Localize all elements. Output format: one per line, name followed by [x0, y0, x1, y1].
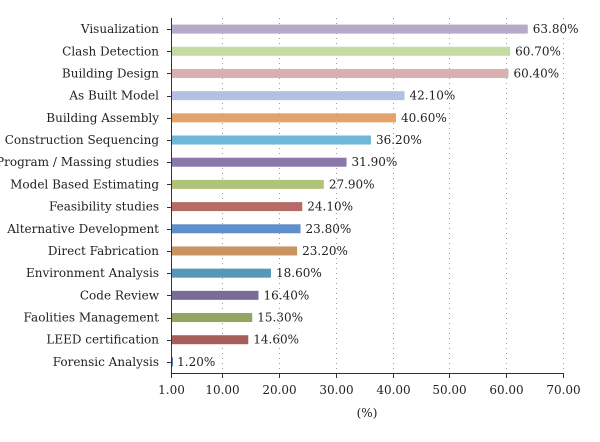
value-label: 23.80% — [306, 222, 352, 236]
category-label: Forensic Analysis — [53, 355, 159, 369]
category-label: Direct Fabrication — [48, 244, 159, 258]
value-label: 23.20% — [302, 244, 348, 258]
bar — [172, 157, 347, 167]
bar — [172, 268, 271, 278]
x-tick-label: 70.00 — [546, 383, 580, 397]
labels: Visualization 63.80% Clash Detection 60.70%… — [0, 22, 581, 397]
bar — [172, 335, 249, 345]
x-tick-label: 30.00 — [319, 383, 353, 397]
value-label: 40.60% — [401, 111, 447, 125]
bar — [172, 202, 303, 212]
x-tick-label: 50.00 — [432, 383, 466, 397]
value-label: 24.10% — [307, 200, 353, 214]
x-axis-title: (%) — [357, 406, 378, 420]
category-label: Alternative Development — [6, 222, 159, 236]
category-label: LEED certification — [46, 333, 159, 347]
bar — [172, 46, 511, 56]
x-tick-label: 10.00 — [205, 383, 239, 397]
bar — [172, 313, 253, 323]
bar — [172, 24, 528, 34]
bar — [172, 179, 324, 189]
bar — [172, 290, 259, 300]
value-label: 63.80% — [533, 22, 579, 36]
category-label: Building Assembly — [46, 111, 159, 125]
category-label: As Built Model — [68, 89, 159, 103]
value-label: 60.40% — [513, 66, 559, 80]
value-label: 15.30% — [257, 311, 303, 325]
axes — [167, 18, 564, 378]
category-label: Model Based Estimating — [10, 177, 159, 191]
value-label: 60.70% — [515, 44, 561, 58]
bar — [172, 224, 301, 234]
category-label: Environment Analysis — [26, 266, 159, 280]
category-label: Clash Detection — [62, 44, 159, 58]
value-label: 18.60% — [276, 266, 322, 280]
x-tick-label: 20.00 — [262, 383, 296, 397]
x-tick-label: 60.00 — [489, 383, 523, 397]
bar — [172, 91, 405, 101]
value-label: 42.10% — [409, 89, 455, 103]
value-label: 1.20% — [177, 355, 215, 369]
bar — [172, 135, 371, 145]
category-label: Building Design — [62, 66, 159, 80]
category-label: Code Review — [80, 288, 160, 302]
value-label: 31.90% — [352, 155, 398, 169]
value-label: 36.20% — [376, 133, 422, 147]
x-tick-label: 40.00 — [376, 383, 410, 397]
bar — [172, 68, 509, 78]
value-label: 27.90% — [329, 177, 375, 191]
bar — [172, 113, 396, 123]
category-label: Feasibility studies — [49, 200, 159, 214]
category-label: Visualization — [80, 22, 159, 36]
category-label: Faolities Management — [24, 311, 160, 325]
bar — [172, 246, 298, 256]
category-label: Program / Massing studies — [0, 155, 159, 169]
category-label: Construction Sequencing — [5, 133, 160, 147]
bar — [172, 357, 173, 367]
x-tick-label: 1.00 — [158, 383, 185, 397]
value-label: 14.60% — [253, 333, 299, 347]
value-label: 16.40% — [263, 288, 309, 302]
bars — [172, 24, 528, 367]
